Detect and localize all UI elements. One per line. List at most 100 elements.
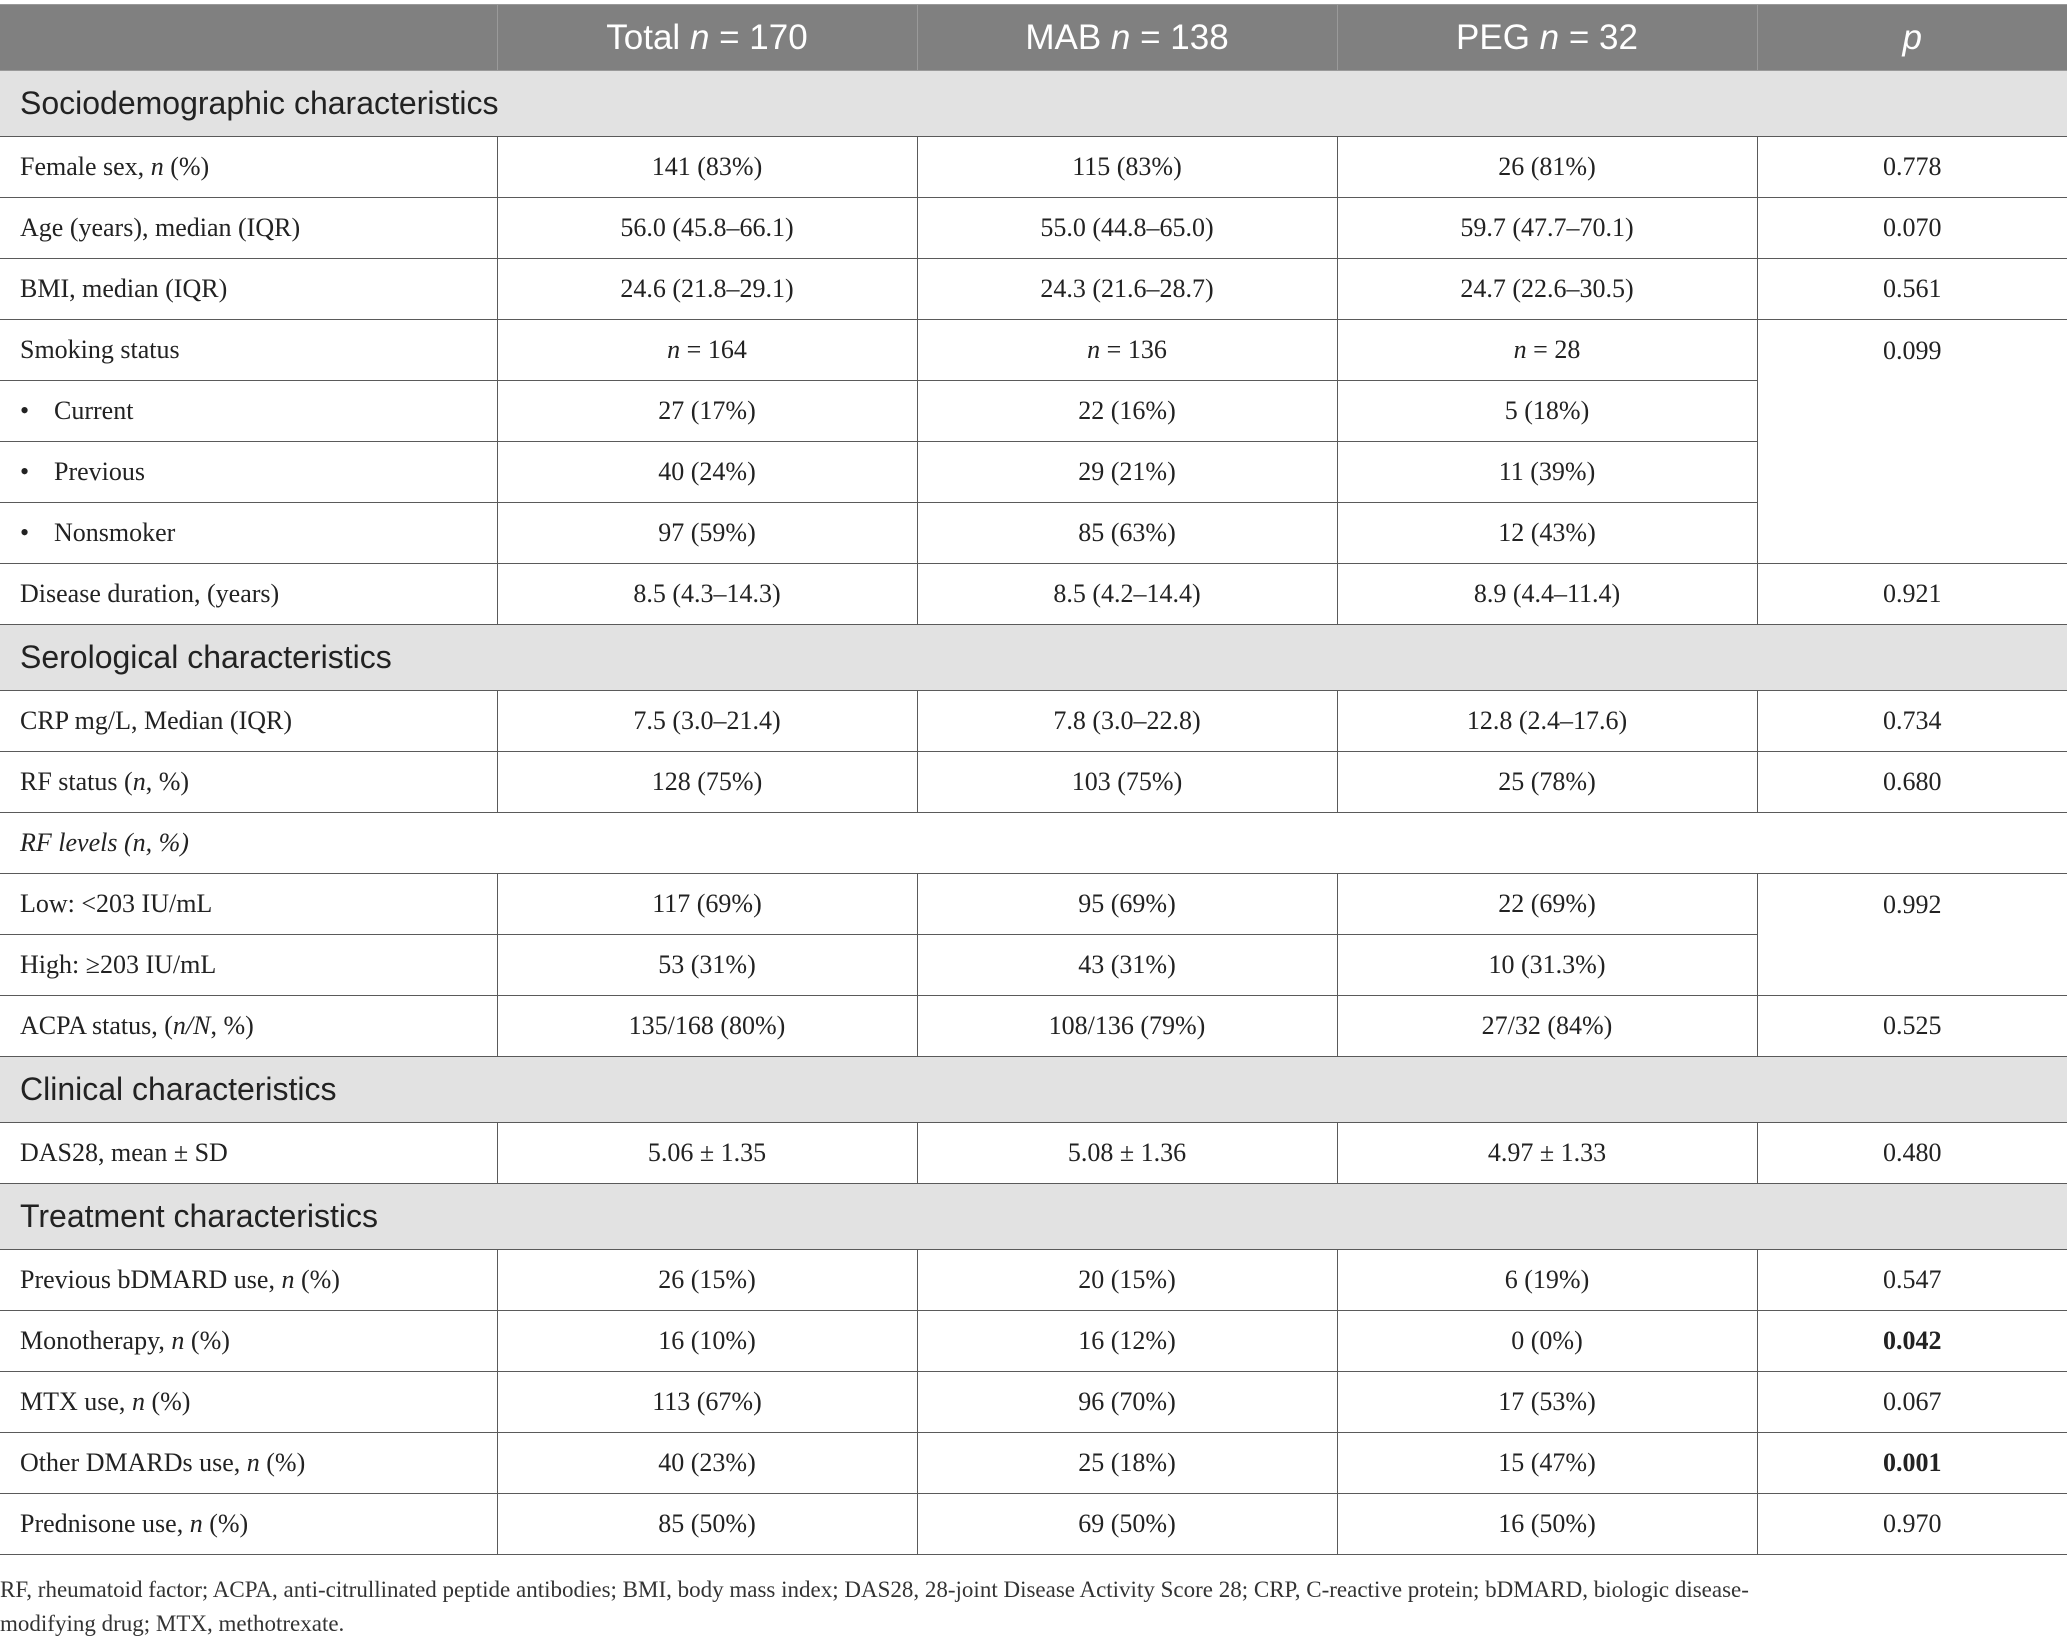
- cell-total: 40 (24%): [496, 441, 918, 503]
- cell-mab: n = 136: [916, 319, 1338, 381]
- table-row: Other DMARDs use, n (%) 40 (23%) 25 (18%…: [0, 1432, 2067, 1494]
- row-label: MTX use, n (%): [0, 1371, 498, 1433]
- cell-peg: 10 (31.3%): [1336, 934, 1758, 996]
- cell-peg: 8.9 (4.4–11.4): [1336, 563, 1758, 625]
- cell-peg: 59.7 (47.7–70.1): [1336, 197, 1758, 259]
- section-treatment: Treatment characteristics: [0, 1183, 2067, 1250]
- header-peg: PEG n = 32: [1336, 4, 1758, 71]
- table-row: High: ≥203 IU/mL 53 (31%) 43 (31%) 10 (3…: [0, 934, 2067, 996]
- cell-p: 0.921: [1756, 563, 2067, 625]
- table-row: Previous bDMARD use, n (%) 26 (15%) 20 (…: [0, 1249, 2067, 1311]
- cell-total: 56.0 (45.8–66.1): [496, 197, 918, 259]
- footnote-line-2: modifying drug; MTX, methotrexate.: [0, 1611, 345, 1636]
- cell-peg: 26 (81%): [1336, 136, 1758, 198]
- cell-total: 26 (15%): [496, 1249, 918, 1311]
- cell-total: 128 (75%): [496, 751, 918, 813]
- section-serological: Serological characteristics: [0, 624, 2067, 691]
- header-mab: MAB n = 138: [916, 4, 1338, 71]
- table-row: Monotherapy, n (%) 16 (10%) 16 (12%) 0 (…: [0, 1310, 2067, 1372]
- cell-total: 16 (10%): [496, 1310, 918, 1372]
- cell-total: n = 164: [496, 319, 918, 381]
- cell-total: 85 (50%): [496, 1493, 918, 1555]
- cell-mab: 20 (15%): [916, 1249, 1338, 1311]
- cell-peg: n = 28: [1336, 319, 1758, 381]
- cell-p: 0.001: [1756, 1432, 2067, 1494]
- cell-peg: 27/32 (84%): [1336, 995, 1758, 1057]
- cell-mab: 55.0 (44.8–65.0): [916, 197, 1338, 259]
- table-row: Smoking status n = 164 n = 136 n = 28 0.…: [0, 319, 2067, 564]
- table-row: • Previous 40 (24%) 29 (21%) 11 (39%): [0, 441, 2067, 503]
- table-row: MTX use, n (%) 113 (67%) 96 (70%) 17 (53…: [0, 1371, 2067, 1433]
- cell-p: 0.970: [1756, 1493, 2067, 1555]
- cell-mab: 7.8 (3.0–22.8): [916, 690, 1338, 752]
- cell-mab: 95 (69%): [916, 873, 1338, 935]
- table-row: RF levels (n, %): [0, 812, 2067, 874]
- cell-total: 27 (17%): [496, 380, 918, 442]
- cell-peg: 24.7 (22.6–30.5): [1336, 258, 1758, 320]
- rf-levels-subheading: RF levels (n, %): [0, 812, 2067, 874]
- cell-total: 113 (67%): [496, 1371, 918, 1433]
- row-label: ACPA status, (n/N, %): [0, 995, 498, 1057]
- cell-mab: 25 (18%): [916, 1432, 1338, 1494]
- cell-mab: 5.08 ± 1.36: [916, 1122, 1338, 1184]
- cell-total: 117 (69%): [496, 873, 918, 935]
- cell-peg: 12 (43%): [1336, 502, 1758, 564]
- table-row: Low: <203 IU/mL 117 (69%) 95 (69%) 22 (6…: [0, 873, 2067, 996]
- table-row: DAS28, mean ± SD 5.06 ± 1.35 5.08 ± 1.36…: [0, 1122, 2067, 1184]
- table-row: • Current 27 (17%) 22 (16%) 5 (18%): [0, 380, 2067, 442]
- row-label: • Previous: [0, 441, 498, 503]
- cell-p: 0.778: [1756, 136, 2067, 198]
- cell-total: 141 (83%): [496, 136, 918, 198]
- cell-peg: 17 (53%): [1336, 1371, 1758, 1433]
- row-label: Prednisone use, n (%): [0, 1493, 498, 1555]
- row-label: Smoking status: [0, 319, 498, 381]
- table-row: • Nonsmoker 97 (59%) 85 (63%) 12 (43%): [0, 502, 2067, 564]
- header-p: p: [1756, 4, 2067, 71]
- cell-p: 0.099: [1756, 319, 2067, 564]
- cell-mab: 16 (12%): [916, 1310, 1338, 1372]
- cell-p: 0.067: [1756, 1371, 2067, 1433]
- table-footnote: RF, rheumatoid factor; ACPA, anti-citrul…: [0, 1573, 2050, 1641]
- cell-peg: 5 (18%): [1336, 380, 1758, 442]
- cell-total: 5.06 ± 1.35: [496, 1122, 918, 1184]
- row-label: Female sex, n (%): [0, 136, 498, 198]
- section-clinical: Clinical characteristics: [0, 1056, 2067, 1123]
- cell-total: 135/168 (80%): [496, 995, 918, 1057]
- row-label: High: ≥203 IU/mL: [0, 934, 498, 996]
- row-label: RF status (n, %): [0, 751, 498, 813]
- cell-mab: 43 (31%): [916, 934, 1338, 996]
- cell-peg: 6 (19%): [1336, 1249, 1758, 1311]
- row-label: • Nonsmoker: [0, 502, 498, 564]
- row-label: BMI, median (IQR): [0, 258, 498, 320]
- cell-mab: 103 (75%): [916, 751, 1338, 813]
- cell-total: 7.5 (3.0–21.4): [496, 690, 918, 752]
- row-label: Other DMARDs use, n (%): [0, 1432, 498, 1494]
- table-row: CRP mg/L, Median (IQR) 7.5 (3.0–21.4) 7.…: [0, 690, 2067, 752]
- row-label: DAS28, mean ± SD: [0, 1122, 498, 1184]
- cell-mab: 22 (16%): [916, 380, 1338, 442]
- cell-mab: 69 (50%): [916, 1493, 1338, 1555]
- cell-peg: 12.8 (2.4–17.6): [1336, 690, 1758, 752]
- cell-p: 0.525: [1756, 995, 2067, 1057]
- row-label: Monotherapy, n (%): [0, 1310, 498, 1372]
- row-label: Age (years), median (IQR): [0, 197, 498, 259]
- cell-peg: 0 (0%): [1336, 1310, 1758, 1372]
- cell-p: 0.070: [1756, 197, 2067, 259]
- cell-mab: 108/136 (79%): [916, 995, 1338, 1057]
- cell-p: 0.561: [1756, 258, 2067, 320]
- cell-peg: 4.97 ± 1.33: [1336, 1122, 1758, 1184]
- header-blank: [0, 4, 498, 71]
- cell-total: 40 (23%): [496, 1432, 918, 1494]
- table-row: Prednisone use, n (%) 85 (50%) 69 (50%) …: [0, 1493, 2067, 1555]
- cell-total: 8.5 (4.3–14.3): [496, 563, 918, 625]
- footnote-line-1: RF, rheumatoid factor; ACPA, anti-citrul…: [0, 1577, 1749, 1602]
- row-label: Low: <203 IU/mL: [0, 873, 498, 935]
- row-label: Disease duration, (years): [0, 563, 498, 625]
- cell-mab: 29 (21%): [916, 441, 1338, 503]
- cell-mab: 96 (70%): [916, 1371, 1338, 1433]
- cell-p: 0.992: [1756, 873, 2067, 996]
- row-label: • Current: [0, 380, 498, 442]
- cell-total: 97 (59%): [496, 502, 918, 564]
- cell-mab: 24.3 (21.6–28.7): [916, 258, 1338, 320]
- cell-p: 0.680: [1756, 751, 2067, 813]
